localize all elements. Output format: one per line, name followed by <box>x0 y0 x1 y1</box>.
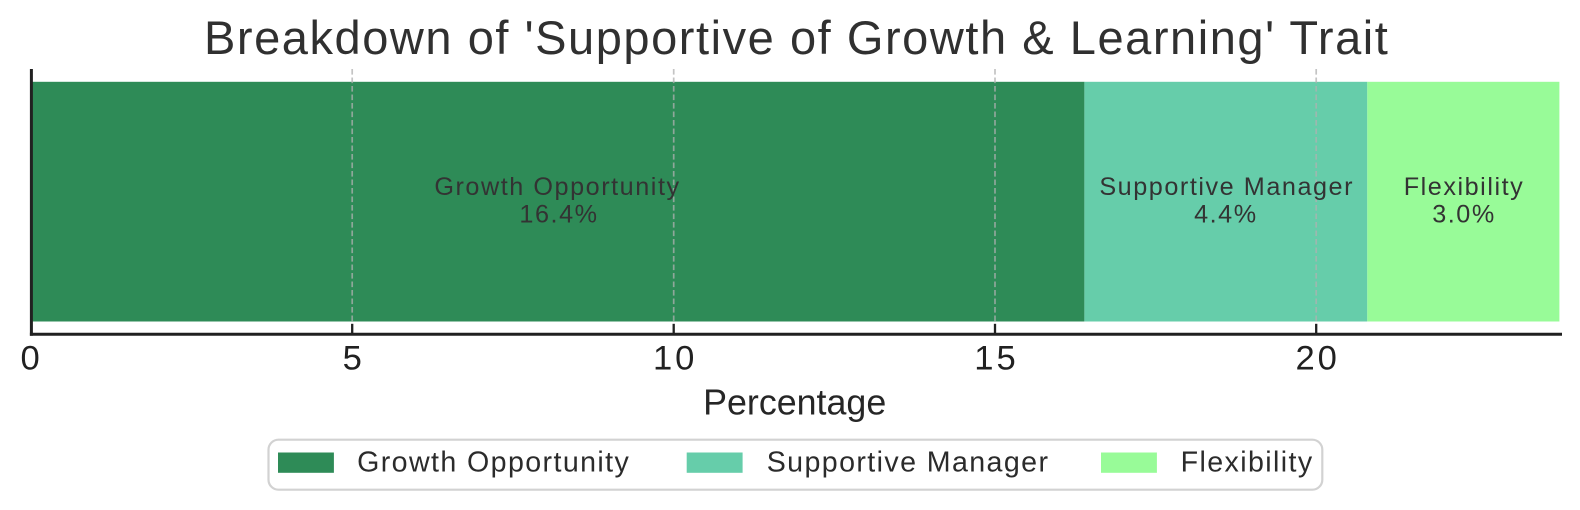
svg-text:Supportive Manager: Supportive Manager <box>1099 173 1354 201</box>
svg-text:3.0%: 3.0% <box>1432 201 1496 229</box>
svg-text:5: 5 <box>343 339 362 377</box>
svg-text:Supportive Manager: Supportive Manager <box>767 447 1050 479</box>
svg-text:Breakdown of 'Supportive of Gr: Breakdown of 'Supportive of Growth & Lea… <box>204 11 1389 64</box>
svg-text:4.4%: 4.4% <box>1194 201 1258 229</box>
svg-text:20: 20 <box>1295 339 1339 377</box>
svg-text:Flexibility: Flexibility <box>1404 173 1525 201</box>
svg-text:0: 0 <box>20 339 39 377</box>
svg-text:15: 15 <box>974 339 1018 377</box>
svg-text:10: 10 <box>653 339 697 377</box>
svg-text:Percentage: Percentage <box>703 383 886 423</box>
svg-text:16.4%: 16.4% <box>519 201 598 229</box>
svg-text:Flexibility: Flexibility <box>1181 447 1314 479</box>
svg-text:Growth Opportunity: Growth Opportunity <box>434 173 680 201</box>
svg-text:Growth Opportunity: Growth Opportunity <box>357 447 630 479</box>
